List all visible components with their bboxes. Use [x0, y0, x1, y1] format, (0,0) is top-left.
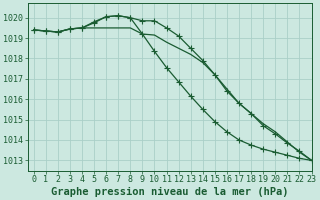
- X-axis label: Graphe pression niveau de la mer (hPa): Graphe pression niveau de la mer (hPa): [51, 186, 288, 197]
